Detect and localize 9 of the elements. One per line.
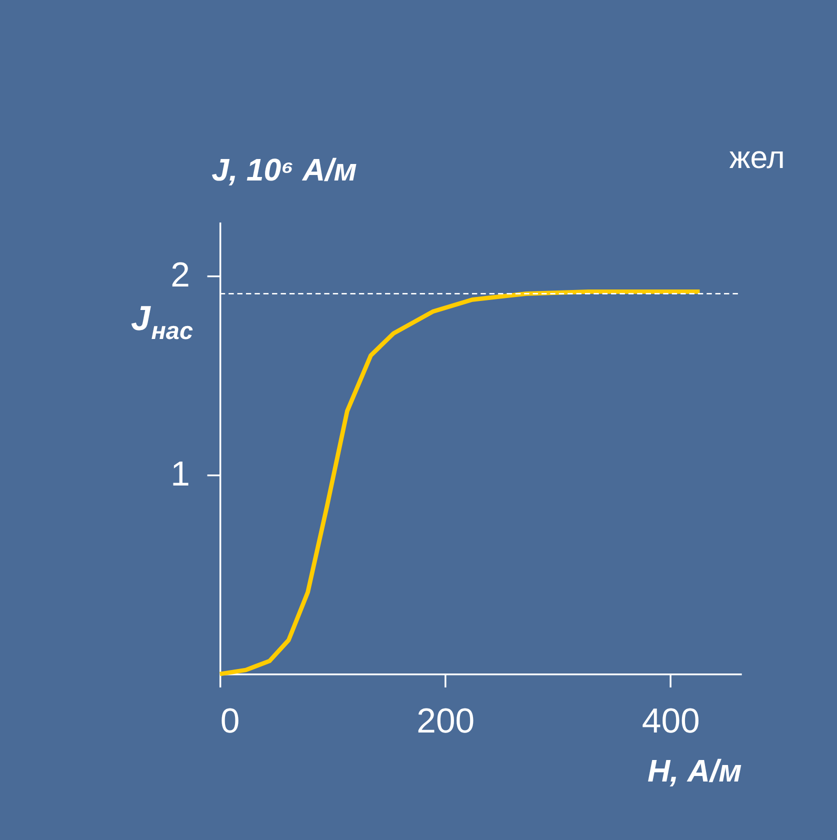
x-axis-title: H, А/м (647, 753, 742, 788)
y-tick-label: 1 (170, 456, 190, 494)
y-axis-title: J, 10⁶ А/м (212, 152, 357, 188)
y-tick-label: 2 (170, 256, 190, 295)
text: жел (729, 140, 785, 176)
x-tick-label: 400 (642, 702, 700, 741)
x-tick-label: 200 (416, 702, 475, 741)
line-series (218, 290, 702, 676)
x-tick-label: 0 (220, 702, 240, 741)
